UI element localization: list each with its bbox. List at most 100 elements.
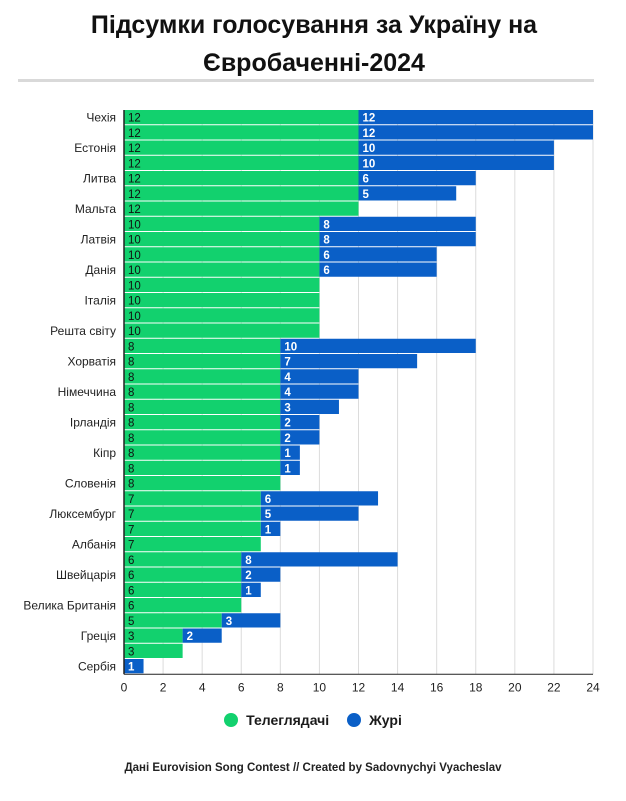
data-label-jury: 10 xyxy=(363,158,376,170)
legend-swatch-jury xyxy=(347,713,362,727)
bar-televoters xyxy=(124,537,261,552)
data-label-jury: 12 xyxy=(363,113,376,125)
data-label-televoters: 10 xyxy=(128,326,141,338)
bar-televoters xyxy=(124,125,359,140)
data-label-jury: 1 xyxy=(245,585,252,597)
title-divider xyxy=(18,79,594,82)
bar-televoters xyxy=(124,171,359,186)
data-label-televoters: 8 xyxy=(128,463,134,475)
bar-jury xyxy=(319,247,437,262)
bar-televoters xyxy=(124,460,281,475)
data-label-televoters: 8 xyxy=(128,387,134,399)
data-label-jury: 2 xyxy=(284,418,290,430)
x-tick-label: 20 xyxy=(508,680,522,694)
bar-jury xyxy=(358,140,554,155)
bar-televoters xyxy=(124,247,320,262)
bar-televoters xyxy=(124,232,320,247)
bar-televoters xyxy=(124,308,320,323)
data-label-televoters: 10 xyxy=(128,280,141,292)
bar-jury xyxy=(358,171,476,186)
bar-jury xyxy=(358,110,593,125)
bar-televoters xyxy=(124,643,183,658)
bar-jury xyxy=(241,567,281,582)
data-label-televoters: 6 xyxy=(128,570,134,582)
bar-jury xyxy=(358,186,457,201)
bar-televoters xyxy=(124,491,261,506)
bar-jury xyxy=(319,232,476,247)
bar-televoters xyxy=(124,277,320,292)
data-label-televoters: 12 xyxy=(128,204,141,216)
data-label-televoters: 7 xyxy=(128,494,134,506)
bar-televoters xyxy=(124,415,281,430)
data-label-jury: 8 xyxy=(323,219,330,231)
data-label-televoters: 12 xyxy=(128,128,141,140)
category-label: Сербія xyxy=(78,660,116,674)
bar-televoters xyxy=(124,445,281,460)
category-label: Люксембург xyxy=(49,507,116,521)
data-label-televoters: 6 xyxy=(128,601,134,613)
bar-jury xyxy=(241,582,261,597)
bar-jury xyxy=(221,613,281,628)
bar-televoters xyxy=(124,552,242,567)
data-label-jury: 6 xyxy=(265,494,271,506)
data-label-jury: 3 xyxy=(226,616,232,628)
bar-jury xyxy=(280,369,359,384)
data-label-televoters: 8 xyxy=(128,357,134,369)
data-label-jury: 1 xyxy=(284,463,291,475)
category-label: Ірландія xyxy=(70,416,116,430)
data-label-televoters: 10 xyxy=(128,250,141,262)
category-label: Греція xyxy=(81,629,116,643)
category-label: Хорватія xyxy=(67,355,116,369)
bar-jury xyxy=(280,384,359,399)
data-label-televoters: 12 xyxy=(128,174,141,186)
data-label-jury: 5 xyxy=(265,509,272,521)
data-label-televoters: 8 xyxy=(128,341,134,353)
data-label-televoters: 12 xyxy=(128,113,141,125)
category-label: Швейцарія xyxy=(56,568,116,582)
bar-televoters xyxy=(124,613,222,628)
data-label-televoters: 10 xyxy=(128,235,141,247)
x-tick-label: 12 xyxy=(352,680,366,694)
data-label-televoters: 10 xyxy=(128,265,141,277)
data-label-televoters: 8 xyxy=(128,479,134,491)
category-label: Естонія xyxy=(74,141,116,155)
data-label-televoters: 8 xyxy=(128,448,134,460)
bar-televoters xyxy=(124,262,320,277)
data-label-jury: 10 xyxy=(284,341,297,353)
category-label: Решта світу xyxy=(50,324,116,338)
data-label-televoters: 10 xyxy=(128,311,141,323)
chart-title-line-2: Євробаченні-2024 xyxy=(203,49,425,77)
category-label: Албанія xyxy=(72,538,116,552)
category-label: Велика Британія xyxy=(23,599,116,613)
data-label-jury: 8 xyxy=(323,235,330,247)
credits-prefix: Дані Eurovision Song Contest // xyxy=(124,762,303,774)
bar-jury xyxy=(260,506,359,521)
data-label-televoters: 12 xyxy=(128,189,141,201)
data-label-jury: 6 xyxy=(363,174,369,186)
x-tick-label: 24 xyxy=(586,680,600,694)
data-label-televoters: 8 xyxy=(128,418,134,430)
data-label-televoters: 5 xyxy=(128,616,134,628)
bar-televoters xyxy=(124,567,242,582)
data-label-jury: 12 xyxy=(363,128,376,140)
credits-suffix: Created by Sadovnychyi Vyacheslav xyxy=(302,762,502,774)
bar-jury xyxy=(124,659,144,674)
bar-jury xyxy=(260,491,379,506)
bar-televoters xyxy=(124,384,281,399)
data-label-jury: 6 xyxy=(323,265,329,277)
bar-televoters xyxy=(124,338,281,353)
bar-televoters xyxy=(124,140,359,155)
bar-televoters xyxy=(124,399,281,414)
legend: Телеглядачі Журі xyxy=(0,712,626,728)
legend-swatch-televoters xyxy=(224,713,239,727)
bar-jury xyxy=(280,460,300,475)
category-label: Латвія xyxy=(81,233,116,247)
data-label-televoters: 6 xyxy=(128,585,134,597)
category-label: Кіпр xyxy=(93,446,116,460)
data-label-televoters: 10 xyxy=(128,219,141,231)
bar-jury xyxy=(241,552,398,567)
category-label: Німеччина xyxy=(58,385,117,399)
data-label-jury: 1 xyxy=(128,662,135,674)
x-tick-label: 10 xyxy=(313,680,327,694)
